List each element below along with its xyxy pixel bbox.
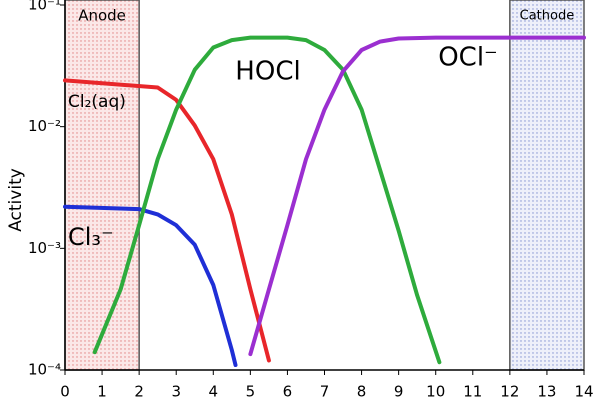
x-tick-label: 4	[209, 383, 219, 400]
x-tick-label: 3	[171, 383, 181, 400]
region	[64, 0, 140, 371]
x-tick-label: 1	[97, 383, 107, 400]
line	[63, 78, 271, 363]
y-tick-label: 10⁻²	[28, 117, 61, 135]
y-axis-label: Activity	[6, 168, 26, 232]
series-label: HOCl	[235, 57, 300, 87]
series-label: Cl₂(aq)	[68, 92, 126, 112]
region-label: Anode	[78, 7, 126, 25]
x-tick-label: 11	[463, 383, 482, 400]
x-tick-label: 6	[283, 383, 293, 400]
x-tick-label: 7	[320, 383, 330, 400]
line	[92, 35, 442, 365]
x-tick-label: 13	[537, 383, 556, 400]
x-tick-label: 8	[357, 383, 367, 400]
series-label: Cl₃⁻	[68, 223, 114, 251]
x-tick-label: 2	[134, 383, 144, 400]
x-tick-label: 10	[426, 383, 445, 400]
series-label: OCl⁻	[438, 43, 498, 73]
y-tick-label: 10⁻³	[28, 239, 61, 257]
line	[248, 35, 586, 357]
x-tick-label: 0	[60, 383, 70, 400]
region-label: Cathode	[520, 9, 575, 24]
x-tick-label: 12	[500, 383, 519, 400]
y-tick-label: 10⁻¹	[28, 0, 61, 14]
x-tick-label: 9	[394, 383, 404, 400]
y-tick-label: 10⁻⁴	[28, 361, 61, 379]
x-tick-label: 5	[246, 383, 256, 400]
region	[509, 0, 585, 371]
x-tick-label: 14	[574, 383, 593, 400]
